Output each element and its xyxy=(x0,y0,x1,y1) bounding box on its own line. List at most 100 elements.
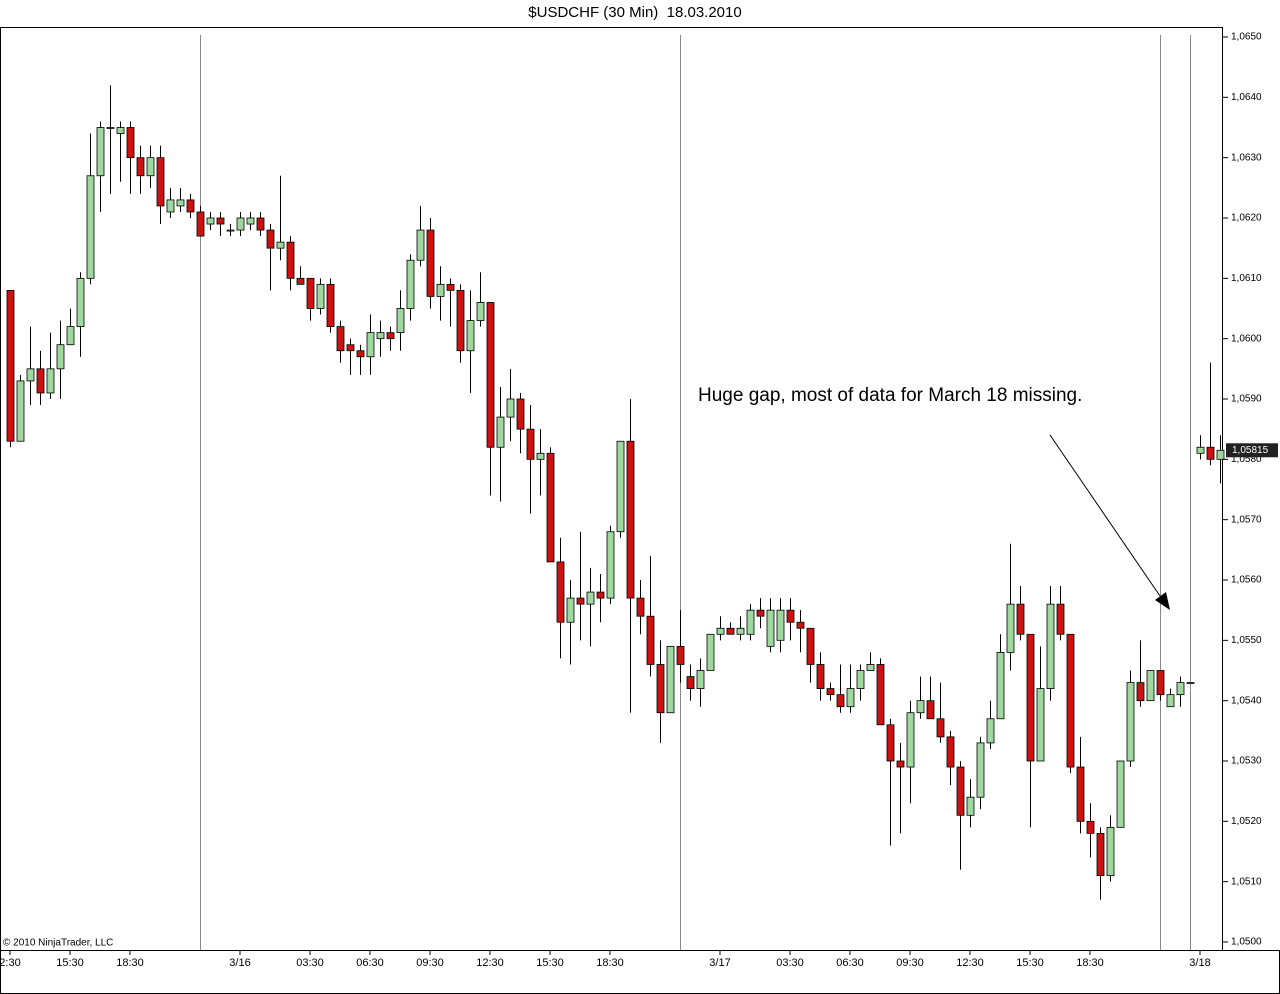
candle-body xyxy=(486,302,495,448)
candle-body xyxy=(196,211,205,237)
candle-body xyxy=(476,302,485,321)
candle-body xyxy=(616,440,625,533)
candle-body xyxy=(736,627,745,635)
candle-body xyxy=(1136,682,1145,702)
candle-body xyxy=(236,217,245,231)
candle-body xyxy=(786,609,795,623)
candle-body xyxy=(886,724,895,762)
candle-body xyxy=(996,652,1005,720)
y-tick-label: 1,0580 xyxy=(1231,454,1262,465)
candle-body xyxy=(126,127,135,159)
candle-body xyxy=(46,368,55,394)
candle-body xyxy=(1066,633,1075,768)
chart-title: $USDCHF (30 Min) 18.03.2010 xyxy=(528,4,741,21)
y-tick-label: 1,0530 xyxy=(1231,756,1262,767)
y-tick-label: 1,0510 xyxy=(1231,876,1262,887)
candle-body xyxy=(1096,833,1105,877)
x-tick-label: 06:30 xyxy=(356,957,384,969)
arrow-head xyxy=(1155,592,1170,610)
candle-body xyxy=(496,416,505,448)
candle-body xyxy=(936,718,945,738)
candle-body xyxy=(396,308,405,334)
candle-body xyxy=(1156,670,1165,696)
candle-body xyxy=(366,332,375,358)
candle-body xyxy=(26,368,35,382)
candle-body xyxy=(156,157,165,207)
annotation-arrow xyxy=(1049,434,1161,597)
candle-body xyxy=(806,627,815,665)
candle-body xyxy=(1046,603,1055,690)
candle-body xyxy=(1216,449,1225,460)
y-tick-label: 1,0610 xyxy=(1231,273,1262,284)
candle-body xyxy=(386,332,395,340)
x-tick-label: 15:30 xyxy=(536,957,564,969)
x-tick-label: 12:30 xyxy=(956,957,984,969)
candle-body xyxy=(956,766,965,816)
x-tick-label: 03:30 xyxy=(296,957,324,969)
candle-body xyxy=(286,241,295,279)
candle-body xyxy=(826,688,835,696)
y-tick-label: 1,0520 xyxy=(1231,816,1262,827)
candle-body xyxy=(816,664,825,690)
candle-body xyxy=(926,700,935,720)
candle-body xyxy=(686,676,695,689)
candle-body xyxy=(206,217,215,225)
candle-body xyxy=(316,283,325,309)
candle-body xyxy=(226,229,235,232)
candle-body xyxy=(16,380,25,442)
x-tick-label: 15:30 xyxy=(1016,957,1044,969)
candle-body xyxy=(1086,820,1095,834)
candle-body xyxy=(96,127,105,177)
candle-body xyxy=(536,452,545,460)
candle-body xyxy=(326,283,335,328)
candle-body xyxy=(1076,766,1085,822)
candle-body xyxy=(266,229,275,249)
candle-body xyxy=(446,283,455,291)
x-tick-label: 18:30 xyxy=(596,957,624,969)
candle-body xyxy=(86,175,95,279)
candle-body xyxy=(106,127,115,129)
candle-body xyxy=(1036,688,1045,762)
x-tick-label: 09:30 xyxy=(416,957,444,969)
candle-body xyxy=(546,452,555,563)
candle-body xyxy=(406,259,415,309)
y-tick-label: 1,0630 xyxy=(1231,152,1262,163)
x-tick-label: 3/16 xyxy=(229,957,250,969)
candle-body xyxy=(596,591,605,599)
candle-body xyxy=(416,229,425,261)
candle-body xyxy=(856,670,865,690)
candle-body xyxy=(846,688,855,708)
candle-body xyxy=(436,283,445,297)
candle-body xyxy=(506,398,515,418)
candle-body xyxy=(976,742,985,798)
candle-body xyxy=(426,229,435,297)
x-tick-label: 12:30 xyxy=(476,957,504,969)
candle-body xyxy=(966,796,975,816)
candle-body xyxy=(1186,682,1195,684)
candle-body xyxy=(1126,682,1135,762)
candle-body xyxy=(566,597,575,623)
y-tick-label: 1,0650 xyxy=(1231,32,1262,43)
y-tick-label: 1,0570 xyxy=(1231,514,1262,525)
candle-body xyxy=(906,712,915,768)
candle-body xyxy=(876,664,885,726)
candle-body xyxy=(516,398,525,430)
candle-body xyxy=(526,428,535,460)
x-tick-label: 3/17 xyxy=(709,957,730,969)
candle-body xyxy=(726,627,735,635)
candle-body xyxy=(276,241,285,249)
candle-body xyxy=(186,199,195,213)
candles xyxy=(6,85,1225,900)
candle-body xyxy=(1026,633,1035,762)
candle-body xyxy=(1106,826,1115,877)
candle-body xyxy=(866,664,875,671)
y-tick-label: 1,0640 xyxy=(1231,92,1262,103)
candle-body xyxy=(306,277,315,309)
y-tick-label: 1,0540 xyxy=(1231,695,1262,706)
candle-body xyxy=(746,609,755,635)
x-tick-label: 18:30 xyxy=(116,957,144,969)
y-tick-label: 1,0500 xyxy=(1231,937,1262,948)
candle-body xyxy=(576,597,585,605)
candle-body xyxy=(256,217,265,231)
candle-body xyxy=(176,199,185,207)
